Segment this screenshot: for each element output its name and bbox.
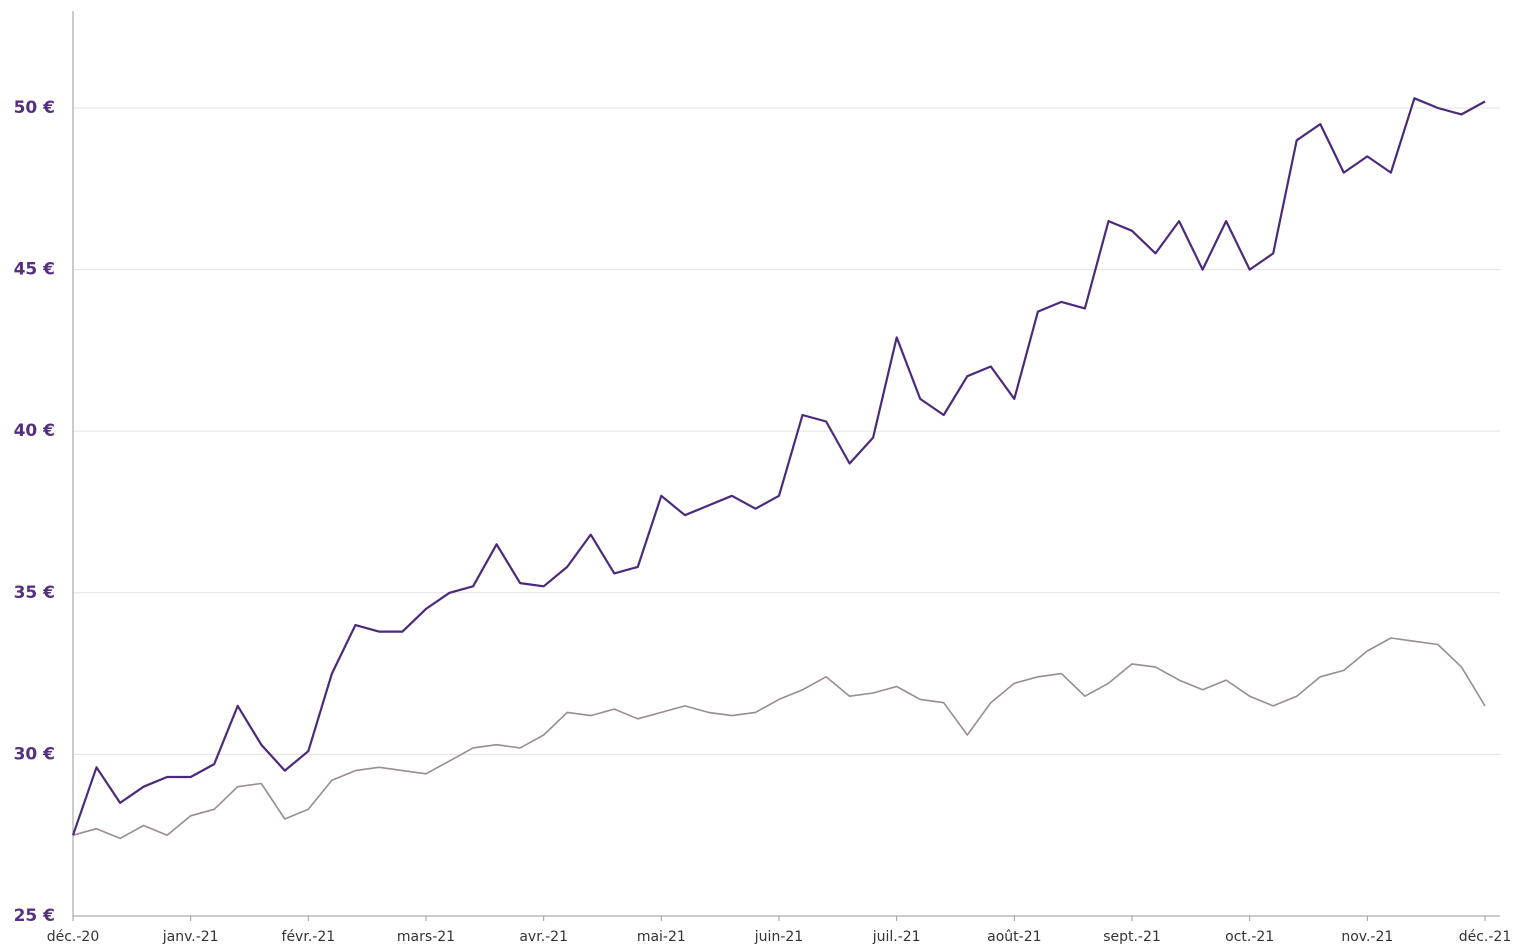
y-tick-label: 50 € xyxy=(14,98,55,118)
y-tick-label: 40 € xyxy=(14,421,55,441)
y-tick-label: 25 € xyxy=(14,906,55,926)
x-tick-label: nov.-21 xyxy=(1341,929,1393,945)
series-line xyxy=(72,637,1486,840)
x-tick-label: mai-21 xyxy=(637,929,686,945)
x-tick-label: juil.-21 xyxy=(872,929,921,945)
x-tick-label: janv.-21 xyxy=(162,929,219,945)
x-tick-label: sept.-21 xyxy=(1103,929,1161,945)
series-line xyxy=(71,97,1486,836)
y-tick-label: 30 € xyxy=(14,744,55,764)
x-tick-label: févr.-21 xyxy=(282,929,336,945)
y-tick-label: 35 € xyxy=(14,583,55,603)
x-tick-label: mars-21 xyxy=(397,929,455,945)
x-tick-label: août-21 xyxy=(987,929,1041,945)
x-tick-label: avr.-21 xyxy=(519,929,568,945)
x-tick-label: déc.-21 xyxy=(1459,929,1512,945)
x-tick-label: juin-21 xyxy=(754,929,803,945)
x-tick-label: déc.-20 xyxy=(47,929,100,945)
x-tick-label: oct.-21 xyxy=(1225,929,1274,945)
y-tick-label: 45 € xyxy=(14,260,55,280)
